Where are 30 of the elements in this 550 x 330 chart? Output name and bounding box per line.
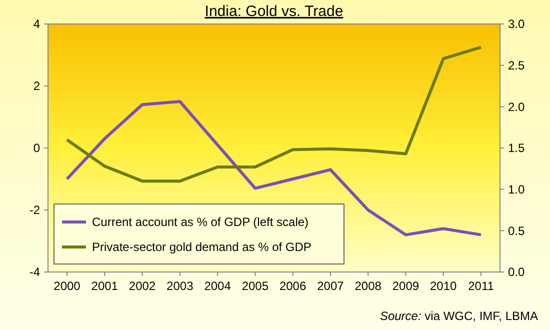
- source-note: Source: via WGC, IMF, LBMA: [380, 309, 538, 323]
- x-tick-label: 2004: [204, 279, 232, 293]
- x-tick-label: 2010: [430, 279, 458, 293]
- line-series: [66, 46, 482, 183]
- y-tick-label: 2: [33, 79, 40, 94]
- y2-tick-label: 1.5: [508, 141, 526, 156]
- y-tick-label: -2: [29, 203, 40, 218]
- x-tick-label: 2009: [392, 279, 420, 293]
- legend-label: Private-sector gold demand as % of GDP: [92, 240, 312, 254]
- y-tick-label: 4: [33, 17, 40, 32]
- x-tick-label: 2003: [166, 279, 194, 293]
- chart-title: India: Gold vs. Trade: [204, 2, 344, 20]
- y2-tick-label: 2.0: [508, 100, 526, 114]
- x-tick-label: 2011: [468, 279, 494, 293]
- legend-label: Current account as % of GDP (left scale): [92, 215, 309, 230]
- line-series: [66, 100, 482, 236]
- x-tick-label: 2002: [128, 279, 156, 293]
- x-tick-label: 2005: [242, 279, 269, 293]
- x-tick-label: 2008: [354, 279, 382, 293]
- y2-tick-label: 3.0: [508, 17, 526, 32]
- x-tick-label: 2001: [91, 279, 118, 293]
- x-tick-label: 2000: [54, 279, 81, 293]
- y-tick-label: 0: [33, 141, 40, 156]
- y2-tick-label: 2.5: [508, 58, 526, 73]
- x-tick-label: 2007: [317, 279, 344, 293]
- y2-tick-label: 0.5: [508, 224, 526, 238]
- y-tick-label: -4: [29, 265, 40, 280]
- y2-tick-label: 1.0: [508, 182, 526, 197]
- y2-tick-label: 0.0: [508, 265, 526, 280]
- x-tick-label: 2006: [279, 279, 306, 293]
